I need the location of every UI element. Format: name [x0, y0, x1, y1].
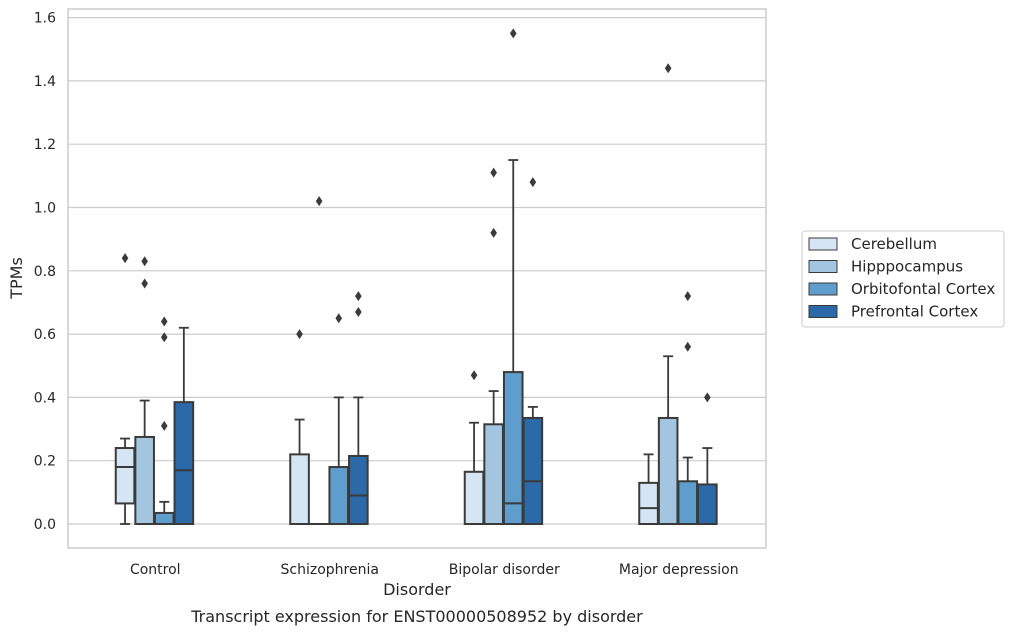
- y-axis-title: TPMs: [7, 257, 26, 300]
- box-body: [173, 401, 195, 525]
- box-orbitofontal-cortex: [153, 316, 175, 525]
- box-cerebellum: [114, 253, 136, 525]
- box-hipppocampus: [657, 63, 679, 525]
- chart-caption: Transcript expression for ENST0000050895…: [190, 607, 643, 626]
- box-orbitofontal-cortex: [328, 313, 350, 525]
- outlier-point: [490, 167, 497, 178]
- box-prefrontal-cortex: [697, 392, 718, 525]
- outlier-point: [315, 196, 323, 207]
- box-body: [657, 416, 679, 525]
- outlier-point: [160, 332, 168, 343]
- box-cerebellum: [289, 329, 310, 525]
- outlier-point: [509, 28, 517, 39]
- box-hipppocampus: [134, 256, 155, 525]
- box-cerebellum: [463, 370, 485, 525]
- y-tick-label: 1.6: [34, 11, 56, 27]
- box-body: [328, 466, 350, 525]
- outlier-point: [684, 291, 692, 302]
- legend-swatch: [808, 260, 838, 273]
- box-body: [289, 453, 310, 525]
- y-tick-label: 0.2: [34, 454, 56, 470]
- outlier-point: [704, 392, 711, 403]
- box-body: [697, 483, 718, 525]
- outlier-point: [355, 291, 362, 302]
- legend-label: Prefrontal Cortex: [851, 303, 978, 321]
- legend: Cerebellum Hipppocampus Orbitofontal Corte…: [801, 230, 1005, 328]
- y-tick-label: 1.4: [34, 74, 56, 90]
- box-prefrontal-cortex: [522, 177, 544, 525]
- box-hipppocampus: [308, 196, 330, 526]
- box-orbitofontal-cortex: [677, 291, 699, 525]
- x-tick-label: Schizophrenia: [281, 562, 379, 578]
- outlier-point: [160, 420, 168, 431]
- box-prefrontal-cortex: [173, 326, 195, 525]
- x-axis-ticks: Control Schizophrenia Bipolar disorder Majo…: [130, 562, 739, 578]
- box-body: [522, 416, 544, 525]
- legend-swatch: [808, 237, 838, 251]
- outlier-point: [664, 63, 672, 74]
- box-hipppocampus: [483, 167, 504, 525]
- outlier-point: [355, 306, 362, 317]
- x-tick-label: Major depression: [619, 562, 739, 578]
- box-body: [153, 511, 175, 525]
- y-tick-label: 0.6: [34, 327, 56, 343]
- outlier-point: [684, 341, 692, 352]
- outlier-point: [335, 313, 343, 324]
- outlier-point: [141, 278, 148, 289]
- box-body: [463, 470, 485, 525]
- box-body: [502, 371, 524, 525]
- legend-label: Hipppocampus: [851, 258, 963, 276]
- outlier-point: [121, 253, 129, 264]
- outlier-point: [296, 329, 303, 340]
- y-tick-label: 0.4: [34, 390, 56, 406]
- plot-area-frame: [67, 8, 767, 549]
- y-tick-label: 0.8: [34, 264, 56, 280]
- legend-label: Orbitofontal Cortex: [851, 280, 995, 298]
- box-body: [638, 481, 659, 526]
- outlier-point: [141, 256, 148, 267]
- y-tick-label: 0.0: [34, 517, 56, 533]
- legend-frame: [801, 230, 1005, 328]
- y-tick-label: 1.2: [34, 137, 56, 153]
- box-cerebellum: [638, 453, 659, 526]
- box-body: [348, 454, 369, 526]
- box-body: [483, 423, 504, 525]
- x-tick-label: Bipolar disorder: [449, 562, 560, 578]
- outlier-point: [490, 227, 497, 238]
- outlier-point: [529, 177, 537, 188]
- y-axis-ticks: 0.0 0.2 0.4 0.6 0.8 1.0 1.2 1.4 1.6: [34, 11, 56, 533]
- legend-label: Cerebellum: [851, 235, 937, 253]
- y-tick-label: 1.0: [34, 201, 56, 217]
- box-orbitofontal-cortex: [502, 28, 524, 525]
- x-axis-title: Disorder: [383, 580, 451, 599]
- legend-swatch: [808, 282, 838, 296]
- legend-swatch: [808, 305, 838, 318]
- box-body: [677, 480, 699, 525]
- x-tick-label: Control: [130, 562, 181, 578]
- outlier-point: [160, 316, 168, 327]
- box-body: [134, 435, 155, 525]
- outlier-point: [470, 370, 478, 381]
- box-body: [114, 447, 136, 505]
- box-plot-marks: [114, 28, 718, 526]
- box-prefrontal-cortex: [348, 291, 369, 526]
